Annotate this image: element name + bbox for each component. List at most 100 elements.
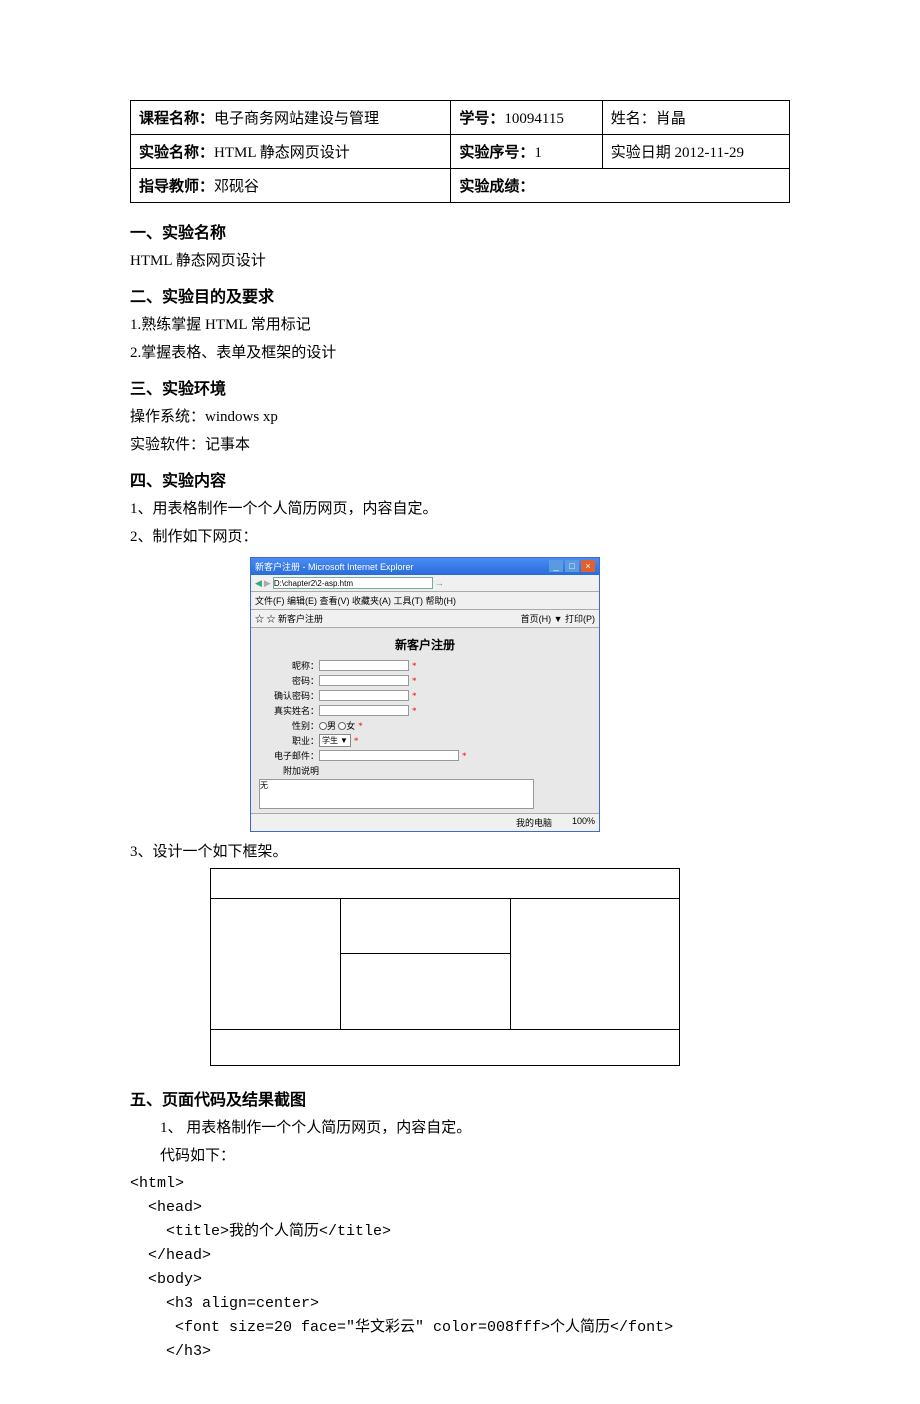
frame-center-top — [341, 899, 510, 954]
frame-center-bottom — [341, 954, 510, 1029]
code-l3: <title>我的个人简历</title> — [130, 1223, 391, 1240]
lbl-nickname: 昵称： — [259, 659, 319, 672]
code-l5: <body> — [130, 1271, 202, 1288]
row-email: 电子邮件： * — [259, 749, 591, 762]
frame-top — [211, 869, 679, 899]
exp-cell: 实验名称：HTML 静态网页设计 — [131, 135, 451, 169]
input-confirm[interactable] — [319, 690, 409, 701]
ie-form-area: 新客户注册 昵称：* 密码：* 确认密码：* 真实姓名：* 性别： 男 女 * … — [251, 628, 599, 813]
section3-line2: 实验软件：记事本 — [130, 433, 790, 457]
seq-cell: 实验序号：1 — [451, 135, 602, 169]
address-input[interactable] — [273, 577, 433, 589]
select-job[interactable]: 学生 ▼ — [319, 734, 351, 747]
input-nickname[interactable] — [319, 660, 409, 671]
lbl-extra: 附加说明 — [259, 764, 319, 777]
name-value: 肖晶 — [656, 111, 686, 127]
info-table: 课程名称：电子商务网站建设与管理 学号：10094115 姓名：肖晶 实验名称：… — [130, 100, 790, 203]
sex-female: 女 — [346, 719, 355, 732]
back-icon[interactable]: ◀ — [255, 578, 262, 589]
lbl-email: 电子邮件： — [259, 749, 319, 762]
row-confirm: 确认密码： * — [259, 689, 591, 702]
input-email[interactable] — [319, 750, 459, 761]
ie-statusbar: 我的电脑 100% — [251, 813, 599, 831]
course-label: 课程名称： — [139, 111, 214, 127]
star-icon: * — [412, 676, 417, 686]
ie-window-title: 新客户注册 - Microsoft Internet Explorer — [255, 560, 414, 573]
section2-line2: 2.掌握表格、表单及框架的设计 — [130, 341, 790, 365]
section4-title: 四、实验内容 — [130, 467, 790, 491]
lbl-password: 密码： — [259, 674, 319, 687]
section4-line2: 2、制作如下网页： — [130, 525, 790, 549]
frame-mid — [211, 899, 679, 1029]
ie-toolbar: ☆ ☆ 新客户注册 首页(H) ▼ 打印(P) — [251, 610, 599, 628]
ie-menubar[interactable]: 文件(F) 编辑(E) 查看(V) 收藏夹(A) 工具(T) 帮助(H) — [251, 592, 599, 610]
section5-title: 五、页面代码及结果截图 — [130, 1086, 790, 1110]
code-l1: <html> — [130, 1175, 184, 1192]
grade-label: 实验成绩： — [459, 179, 534, 195]
frame-right — [511, 899, 679, 1029]
go-icon[interactable]: → — [435, 578, 444, 588]
close-icon[interactable]: × — [581, 560, 595, 572]
lbl-confirm: 确认密码： — [259, 689, 319, 702]
window-buttons: _ □ × — [549, 560, 595, 573]
minimize-icon[interactable]: _ — [549, 560, 563, 572]
input-password[interactable] — [319, 675, 409, 686]
name-label: 姓名： — [611, 111, 656, 127]
star-icon: * — [462, 751, 467, 761]
teacher-cell: 指导教师：邓砚谷 — [131, 169, 451, 203]
row-extra: 附加说明 — [259, 764, 591, 777]
lbl-job: 职业： — [259, 734, 319, 747]
star-icon: * — [354, 736, 359, 746]
code-l2: <head> — [130, 1199, 202, 1216]
section1-line1: HTML 静态网页设计 — [130, 249, 790, 273]
row-sex: 性别： 男 女 * — [259, 719, 591, 732]
exp-label: 实验名称： — [139, 145, 214, 161]
form-title: 新客户注册 — [259, 632, 591, 657]
teacher-value: 邓砚谷 — [214, 179, 259, 195]
teacher-label: 指导教师： — [139, 179, 214, 195]
section2-title: 二、实验目的及要求 — [130, 283, 790, 307]
forward-icon[interactable]: ▶ — [264, 578, 271, 589]
date-value: 2012-11-29 — [675, 145, 744, 161]
status-mycomputer: 我的电脑 — [516, 816, 552, 829]
ie-tab-right[interactable]: 首页(H) ▼ 打印(P) — [521, 612, 595, 625]
section4-line3: 3、设计一个如下框架。 — [130, 840, 790, 864]
section4-line1: 1、用表格制作一个个人简历网页，内容自定。 — [130, 497, 790, 521]
frame-left — [211, 899, 341, 1029]
course-value: 电子商务网站建设与管理 — [214, 111, 379, 127]
id-value: 10094115 — [504, 111, 563, 127]
star-icon: * — [412, 661, 417, 671]
section5-line2: 代码如下： — [130, 1144, 790, 1168]
lbl-sex: 性别： — [259, 719, 319, 732]
radio-male[interactable] — [319, 722, 327, 730]
maximize-icon[interactable]: □ — [565, 560, 579, 572]
code-l4: </head> — [130, 1247, 211, 1264]
frame-center — [341, 899, 511, 1029]
id-cell: 学号：10094115 — [451, 101, 602, 135]
star-icon: * — [412, 706, 417, 716]
exp-value: HTML 静态网页设计 — [214, 145, 350, 161]
section5-line1: 1、 用表格制作一个个人简历网页，内容自定。 — [130, 1116, 790, 1140]
star-icon: * — [412, 691, 417, 701]
row-nickname: 昵称： * — [259, 659, 591, 672]
input-realname[interactable] — [319, 705, 409, 716]
section2-line1: 1.熟练掌握 HTML 常用标记 — [130, 313, 790, 337]
date-label: 实验日期 — [611, 145, 671, 161]
frame-diagram — [210, 868, 680, 1066]
ie-screenshot: 新客户注册 - Microsoft Internet Explorer _ □ … — [250, 557, 600, 832]
code-block: <html> <head> <title>我的个人简历</title> </he… — [130, 1172, 790, 1364]
code-l8: </h3> — [130, 1343, 211, 1360]
seq-value: 1 — [534, 145, 542, 161]
radio-female[interactable] — [338, 722, 346, 730]
frame-bottom — [211, 1029, 679, 1065]
sex-male: 男 — [327, 719, 336, 732]
row-realname: 真实姓名：* — [259, 704, 591, 717]
code-l7: <font size=20 face="华文彩云" color=008fff>个… — [130, 1319, 673, 1336]
section1-title: 一、实验名称 — [130, 219, 790, 243]
ie-titlebar: 新客户注册 - Microsoft Internet Explorer _ □ … — [251, 558, 599, 575]
course-cell: 课程名称：电子商务网站建设与管理 — [131, 101, 451, 135]
grade-cell: 实验成绩： — [451, 169, 790, 203]
ie-address-bar: ◀ ▶ → — [251, 575, 599, 592]
textarea-extra[interactable]: 无 — [259, 779, 534, 809]
ie-tab-left[interactable]: ☆ ☆ 新客户注册 — [255, 614, 323, 624]
